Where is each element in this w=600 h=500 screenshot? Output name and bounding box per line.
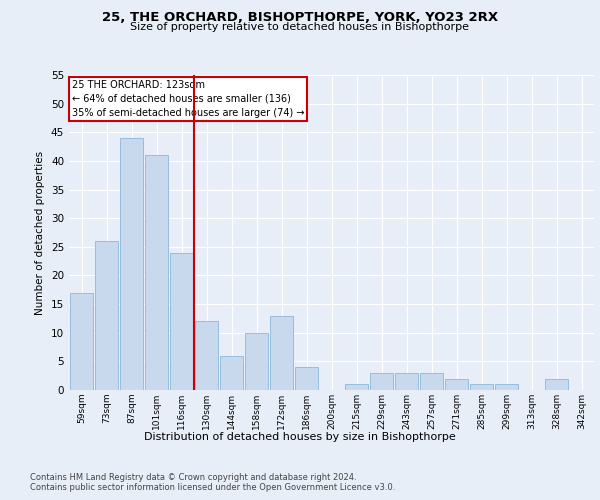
Bar — [220, 356, 243, 390]
Text: Size of property relative to detached houses in Bishopthorpe: Size of property relative to detached ho… — [131, 22, 470, 32]
Bar — [70, 292, 93, 390]
Bar — [195, 322, 218, 390]
Bar — [120, 138, 143, 390]
Bar — [395, 373, 418, 390]
Text: Distribution of detached houses by size in Bishopthorpe: Distribution of detached houses by size … — [144, 432, 456, 442]
Bar — [270, 316, 293, 390]
Bar — [295, 367, 318, 390]
Bar — [420, 373, 443, 390]
Bar — [545, 378, 568, 390]
Bar — [345, 384, 368, 390]
Text: Contains public sector information licensed under the Open Government Licence v3: Contains public sector information licen… — [30, 484, 395, 492]
Bar — [170, 252, 193, 390]
Text: 25, THE ORCHARD, BISHOPTHORPE, YORK, YO23 2RX: 25, THE ORCHARD, BISHOPTHORPE, YORK, YO2… — [102, 11, 498, 24]
Text: Contains HM Land Registry data © Crown copyright and database right 2024.: Contains HM Land Registry data © Crown c… — [30, 472, 356, 482]
Bar — [470, 384, 493, 390]
Bar — [495, 384, 518, 390]
Bar — [445, 378, 468, 390]
Bar — [145, 155, 168, 390]
Bar — [245, 332, 268, 390]
Text: 25 THE ORCHARD: 123sqm
← 64% of detached houses are smaller (136)
35% of semi-de: 25 THE ORCHARD: 123sqm ← 64% of detached… — [71, 80, 304, 118]
Bar — [95, 241, 118, 390]
Y-axis label: Number of detached properties: Number of detached properties — [35, 150, 46, 314]
Bar — [370, 373, 393, 390]
